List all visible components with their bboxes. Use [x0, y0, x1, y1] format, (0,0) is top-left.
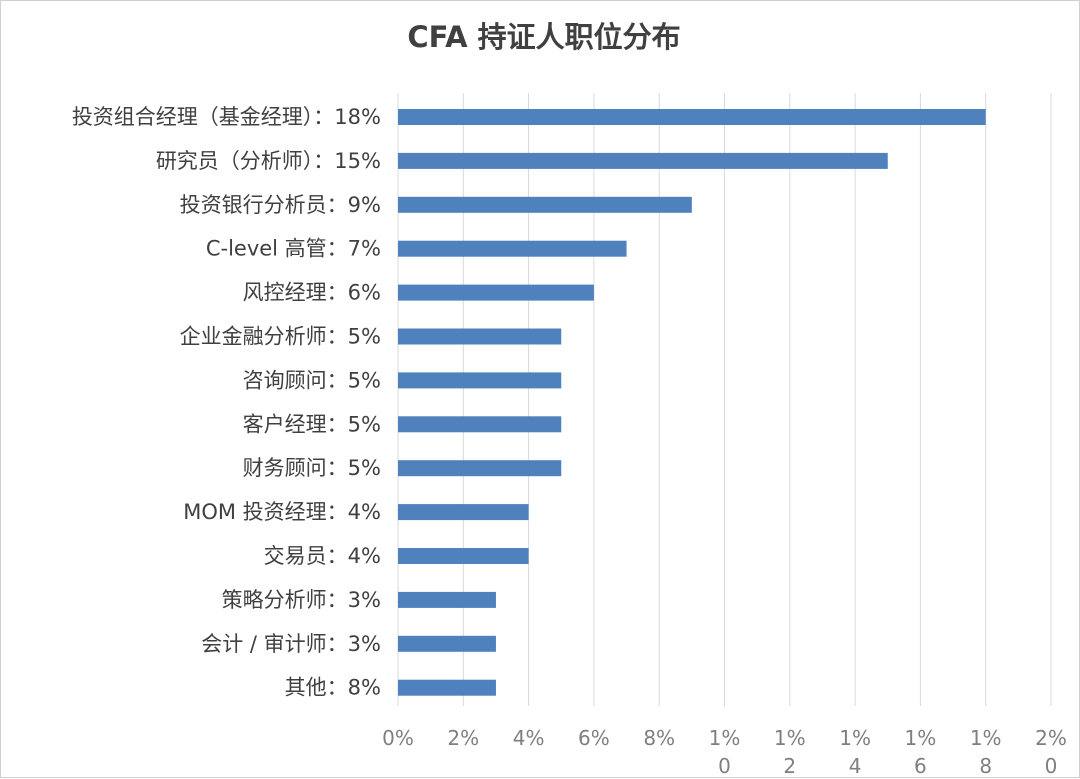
bar: [398, 240, 627, 257]
bar: [398, 284, 594, 301]
bar: [398, 416, 562, 433]
category-label: 财务顾问：5%: [243, 456, 381, 480]
category-label: 投资组合经理（基金经理）：18%: [72, 105, 381, 129]
x-tick-label: 6: [914, 754, 927, 778]
category-label: 客户经理：5%: [243, 412, 381, 436]
x-tick-label: 2: [783, 754, 796, 778]
category-label: 交易员：4%: [264, 544, 381, 568]
x-tick-label: 4%: [513, 726, 545, 750]
bar: [398, 635, 496, 652]
x-tick-label: 0: [1045, 754, 1058, 778]
x-tick-label: 0%: [382, 726, 414, 750]
x-tick-label: 2%: [1035, 726, 1067, 750]
x-tick-label: 1%: [709, 726, 741, 750]
bar: [398, 591, 496, 608]
category-label: 策略分析师：3%: [222, 588, 381, 612]
bar: [398, 679, 496, 696]
category-label: 投资银行分析员：9%: [180, 193, 381, 217]
bar: [398, 328, 562, 345]
category-label: 咨询顾问：5%: [243, 368, 381, 392]
x-tick-label: 1%: [839, 726, 871, 750]
x-tick-label: 4: [849, 754, 862, 778]
grid: [397, 93, 1052, 706]
bars: [398, 109, 986, 696]
category-label: 其他：8%: [285, 676, 381, 700]
category-label: 会计 / 审计师：3%: [201, 632, 381, 656]
x-tick-label: 8: [979, 754, 992, 778]
category-label: C-level 高管：7%: [206, 237, 381, 261]
x-tick-label: 1%: [970, 726, 1002, 750]
x-tick-label: 2%: [447, 726, 479, 750]
bar: [398, 196, 692, 213]
x-tick-label: 1%: [905, 726, 937, 750]
x-tick-label: 8%: [643, 726, 675, 750]
category-label: 风控经理：6%: [243, 281, 381, 305]
bar: [398, 152, 888, 169]
bar: [398, 372, 562, 389]
bar: [398, 460, 562, 477]
category-label: 研究员（分析师）：15%: [156, 149, 381, 173]
x-axis-ticks: 0% 2% 4% 6% 8% 1% 0 1% 2 1% 4 1% 6 1% 8 2% 0: [382, 726, 1067, 778]
category-label: MOM 投资经理：4%: [183, 500, 381, 524]
category-labels: 投资组合经理（基金经理）：18% 研究员（分析师）：15% 投资银行分析员：9% C-…: [72, 105, 381, 700]
category-label: 企业金融分析师：5%: [180, 325, 381, 349]
bar: [398, 109, 986, 125]
x-tick-label: 6%: [578, 726, 610, 750]
bar: [398, 548, 529, 564]
x-tick-label: 0: [718, 754, 731, 778]
bar: [398, 504, 529, 521]
chart-title: CFA 持证人职位分布: [407, 20, 680, 54]
x-tick-label: 1%: [774, 726, 806, 750]
